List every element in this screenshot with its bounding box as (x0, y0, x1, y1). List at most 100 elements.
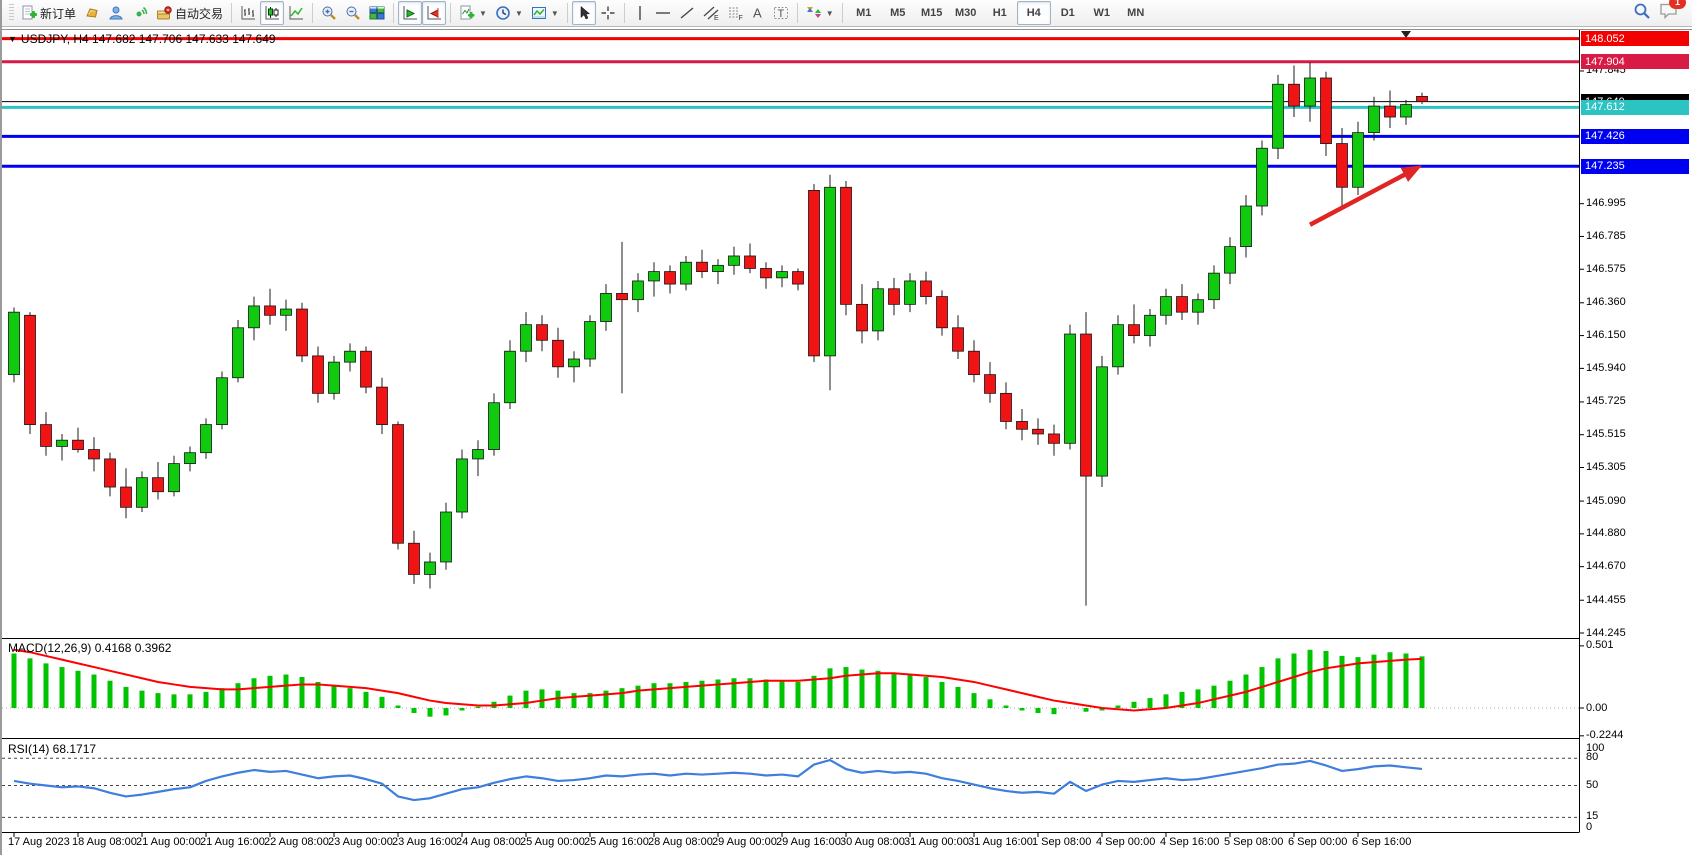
community-button[interactable] (104, 1, 128, 25)
candle-body[interactable] (984, 374, 996, 394)
autotrading-button[interactable]: 自动交易 (152, 1, 227, 25)
candle-body[interactable] (616, 293, 628, 301)
candle-body[interactable] (184, 452, 196, 465)
fibonacci-tool-button[interactable]: F (723, 1, 747, 25)
candle-body[interactable] (440, 511, 452, 563)
candle-body[interactable] (1032, 428, 1044, 435)
candle-body[interactable] (760, 268, 772, 279)
candle-body[interactable] (216, 377, 228, 425)
candle-body[interactable] (1400, 104, 1412, 118)
candle-body[interactable] (888, 288, 900, 305)
bar-chart-button[interactable] (236, 1, 260, 25)
candle-body[interactable] (1352, 132, 1364, 188)
candle-body[interactable] (120, 486, 132, 508)
candle-body[interactable] (1368, 105, 1380, 134)
candle-body[interactable] (1304, 77, 1316, 107)
timeframe-D1[interactable]: D1 (1060, 7, 1075, 19)
line-chart-button[interactable] (284, 1, 308, 25)
candle-body[interactable] (56, 439, 68, 447)
candle-body[interactable] (520, 324, 532, 352)
candle-body[interactable] (1384, 105, 1396, 118)
candle-body[interactable] (152, 477, 164, 493)
candle-body[interactable] (776, 271, 788, 279)
tile-windows-button[interactable] (365, 1, 389, 25)
chart-shift-button[interactable] (422, 1, 447, 25)
candle-body[interactable] (40, 424, 52, 447)
candle-body[interactable] (232, 327, 244, 379)
candle-body[interactable] (552, 339, 564, 368)
candle-body[interactable] (808, 189, 820, 357)
price-level-badge[interactable]: 147.612 (1581, 99, 1689, 115)
candle-body[interactable] (968, 350, 980, 376)
candle-body[interactable] (696, 261, 708, 272)
text-tool-button[interactable]: A (747, 1, 769, 25)
candle-body[interactable] (632, 280, 644, 301)
zoom-out-button[interactable] (341, 1, 365, 25)
trendline-tool-button[interactable] (675, 1, 699, 25)
candle-body[interactable] (648, 271, 660, 282)
candle-body[interactable] (88, 449, 100, 460)
candle-body[interactable] (792, 271, 804, 285)
candle-body[interactable] (568, 358, 580, 368)
candle-body[interactable] (1112, 324, 1124, 368)
candle-body[interactable] (104, 458, 116, 488)
candle-body[interactable] (1144, 314, 1156, 336)
search-icon[interactable] (1633, 2, 1651, 25)
templates-button[interactable]: ▼ (527, 1, 563, 25)
crosshair-tool-button[interactable] (596, 1, 620, 25)
candle-body[interactable] (680, 261, 692, 285)
candle-body[interactable] (1416, 96, 1428, 102)
text-label-tool-button[interactable]: T (769, 1, 793, 25)
candle-body[interactable] (664, 271, 676, 285)
timeframe-H4[interactable]: H4 (1016, 1, 1051, 25)
candle-body[interactable] (488, 402, 500, 450)
candle-body[interactable] (1288, 83, 1300, 107)
candle-body[interactable] (296, 308, 308, 357)
chat-icon[interactable]: 1 (1659, 0, 1686, 25)
candlestick-chart-button[interactable] (260, 1, 285, 25)
candle-body[interactable] (472, 449, 484, 460)
equidistant-channel-tool-button[interactable]: E (699, 1, 723, 25)
candle-body[interactable] (904, 280, 916, 305)
candle-body[interactable] (504, 350, 516, 404)
one-click-trading-toggle-icon[interactable]: ▼ (8, 34, 17, 44)
candle-body[interactable] (344, 350, 356, 363)
candle-body[interactable] (392, 424, 404, 544)
timeframe-M30[interactable]: M30 (955, 7, 977, 19)
candle-body[interactable] (1224, 246, 1236, 274)
candle-body[interactable] (248, 305, 260, 329)
candle-body[interactable] (1256, 147, 1268, 207)
candle-body[interactable] (824, 186, 836, 357)
candle-body[interactable] (424, 561, 436, 575)
candle-body[interactable] (1320, 77, 1332, 144)
candle-body[interactable] (1336, 143, 1348, 188)
candle-body[interactable] (200, 424, 212, 454)
candle-body[interactable] (584, 321, 596, 360)
candle-body[interactable] (1016, 421, 1028, 430)
candle-body[interactable] (840, 186, 852, 305)
candle-body[interactable] (8, 311, 20, 376)
candle-body[interactable] (72, 439, 84, 450)
candle-body[interactable] (1064, 333, 1076, 444)
candle-body[interactable] (952, 327, 964, 352)
candle-body[interactable] (1096, 366, 1108, 477)
candle-body[interactable] (712, 264, 724, 272)
timeframe-MN[interactable]: MN (1127, 7, 1145, 19)
candle-body[interactable] (264, 305, 276, 316)
timeframe-H1[interactable]: H1 (992, 7, 1007, 19)
periods-button[interactable]: ▼ (491, 1, 527, 25)
candle-body[interactable] (408, 542, 420, 575)
arrows-tool-button[interactable]: ▼ (802, 1, 838, 25)
toolbar-grip[interactable] (9, 4, 14, 22)
candle-body[interactable] (376, 386, 388, 425)
candle-body[interactable] (1192, 299, 1204, 313)
chart-shift-marker-icon[interactable] (1401, 31, 1411, 38)
vertical-line-tool-button[interactable] (629, 1, 651, 25)
candle-body[interactable] (1176, 296, 1188, 313)
candle-body[interactable] (1080, 333, 1092, 477)
horizontal-line-tool-button[interactable] (651, 1, 675, 25)
candle-body[interactable] (1048, 433, 1060, 444)
candle-body[interactable] (744, 255, 756, 269)
candle-body[interactable] (1240, 205, 1252, 248)
